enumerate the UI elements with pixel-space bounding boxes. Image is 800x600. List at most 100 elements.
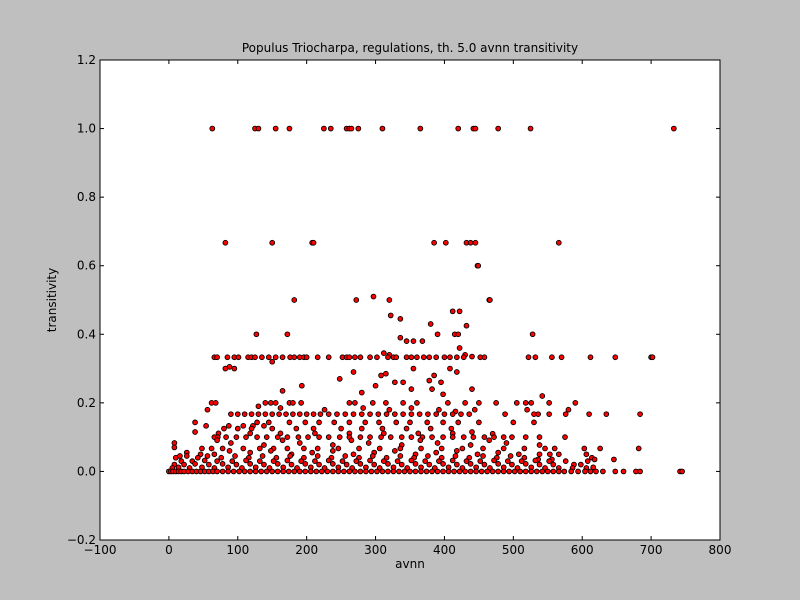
data-point bbox=[279, 354, 286, 361]
data-point bbox=[500, 468, 507, 475]
data-point bbox=[397, 334, 404, 341]
data-point bbox=[225, 422, 232, 429]
data-point bbox=[295, 434, 302, 440]
data-point bbox=[385, 461, 391, 467]
data-point bbox=[379, 125, 386, 132]
data-point bbox=[356, 445, 362, 452]
data-point bbox=[491, 457, 497, 464]
data-point bbox=[467, 461, 474, 467]
data-point bbox=[316, 419, 322, 426]
x-tick-label: 800 bbox=[709, 543, 732, 557]
data-point bbox=[449, 308, 456, 315]
data-point bbox=[546, 400, 553, 406]
data-point bbox=[400, 379, 406, 386]
data-point bbox=[473, 468, 479, 475]
data-point bbox=[391, 411, 398, 418]
data-point bbox=[252, 354, 258, 361]
data-point bbox=[171, 444, 178, 451]
data-point bbox=[394, 458, 401, 464]
data-point bbox=[431, 372, 437, 379]
data-point bbox=[433, 411, 440, 418]
data-point bbox=[385, 468, 391, 475]
data-point bbox=[456, 345, 463, 351]
data-point bbox=[426, 461, 433, 468]
data-point bbox=[314, 354, 321, 361]
data-point bbox=[544, 468, 551, 475]
data-point bbox=[486, 437, 493, 444]
data-point bbox=[358, 425, 365, 432]
data-point bbox=[440, 461, 446, 467]
data-point bbox=[367, 411, 373, 418]
data-point bbox=[219, 445, 226, 452]
data-point bbox=[637, 411, 643, 418]
data-point bbox=[452, 453, 459, 459]
data-point bbox=[254, 419, 260, 426]
data-point bbox=[455, 419, 462, 426]
data-point bbox=[269, 239, 276, 246]
data-point bbox=[302, 468, 309, 475]
data-point bbox=[577, 461, 584, 468]
data-point bbox=[267, 400, 274, 406]
data-point bbox=[509, 461, 515, 468]
data-point bbox=[230, 468, 237, 475]
data-point bbox=[209, 125, 216, 132]
data-point bbox=[518, 458, 525, 464]
data-point bbox=[229, 458, 236, 464]
data-point bbox=[412, 468, 419, 475]
data-point bbox=[313, 468, 320, 475]
data-point bbox=[204, 406, 211, 413]
data-point bbox=[422, 458, 429, 464]
data-point bbox=[481, 461, 488, 468]
data-point bbox=[550, 468, 557, 475]
data-point bbox=[307, 468, 314, 475]
data-point bbox=[269, 468, 276, 475]
data-point bbox=[248, 425, 255, 432]
data-point bbox=[267, 448, 274, 454]
data-point bbox=[408, 434, 415, 440]
data-point bbox=[397, 316, 404, 322]
data-point bbox=[263, 468, 270, 475]
data-point bbox=[310, 411, 317, 418]
data-point bbox=[369, 400, 376, 406]
data-point bbox=[288, 461, 295, 468]
data-point bbox=[500, 445, 507, 452]
data-point bbox=[212, 400, 219, 406]
data-point bbox=[325, 457, 332, 464]
data-point bbox=[241, 411, 248, 418]
data-point bbox=[336, 434, 343, 440]
chart-title: Populus Triocharpa, regulations, th. 5.0… bbox=[242, 41, 578, 55]
data-point bbox=[290, 411, 296, 418]
data-point bbox=[318, 468, 325, 475]
data-point bbox=[265, 419, 272, 426]
data-point bbox=[284, 434, 291, 440]
data-point bbox=[219, 468, 226, 475]
data-point bbox=[449, 411, 456, 418]
data-point bbox=[272, 400, 279, 406]
data-point bbox=[205, 461, 212, 468]
x-tick-label: 700 bbox=[640, 543, 663, 557]
data-point bbox=[440, 434, 446, 440]
data-point bbox=[441, 411, 448, 418]
data-point bbox=[476, 400, 482, 406]
data-point bbox=[397, 453, 404, 459]
data-point bbox=[445, 400, 451, 406]
data-point bbox=[491, 434, 497, 440]
data-point bbox=[495, 125, 502, 132]
data-point bbox=[466, 411, 473, 418]
data-point bbox=[600, 468, 606, 475]
data-point bbox=[298, 458, 305, 464]
data-point bbox=[462, 468, 468, 475]
data-point bbox=[358, 389, 365, 396]
data-point bbox=[296, 440, 303, 446]
data-point bbox=[214, 468, 220, 475]
data-point bbox=[429, 468, 435, 475]
data-point bbox=[310, 239, 317, 246]
data-point bbox=[455, 125, 462, 132]
data-point bbox=[414, 354, 420, 361]
data-point bbox=[649, 354, 656, 361]
data-point bbox=[555, 451, 562, 458]
data-point bbox=[528, 400, 535, 406]
data-point bbox=[511, 468, 518, 475]
data-point bbox=[324, 468, 331, 475]
data-point bbox=[510, 419, 517, 426]
